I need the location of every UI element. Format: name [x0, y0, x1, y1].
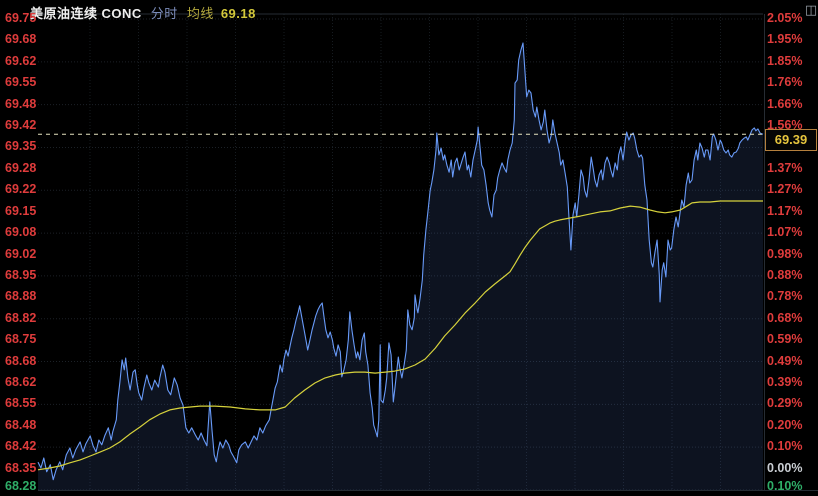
price-axis-label: 68.68: [5, 353, 37, 368]
percent-axis-label: 1.07%: [767, 225, 803, 240]
price-axis-label: 69.55: [5, 75, 37, 90]
price-axis-label: 68.82: [5, 310, 37, 325]
last-price-tag: 69.39: [765, 129, 817, 152]
percent-axis-label: 1.27%: [767, 182, 803, 197]
price-axis-label: 69.42: [5, 118, 37, 133]
percent-axis-label: 0.39%: [767, 374, 803, 389]
percent-axis-label: 0.20%: [767, 417, 803, 432]
price-axis-label: 69.35: [5, 139, 37, 154]
percent-axis-label: 0.59%: [767, 332, 803, 347]
percent-axis-label: 0.00%: [767, 460, 803, 475]
percent-axis-label: 0.29%: [767, 396, 803, 411]
percent-axis-label: 1.37%: [767, 160, 803, 175]
price-axis-label: 68.55: [5, 396, 37, 411]
price-axis-label: 69.22: [5, 182, 37, 197]
price-axis-label: 69.15: [5, 203, 37, 218]
price-axis-label: 68.62: [5, 374, 37, 389]
percent-axis-label: 0.10%: [767, 439, 803, 454]
panel-toggle-icon[interactable]: ◫: [804, 2, 818, 17]
price-axis-label: 69.75: [5, 11, 37, 25]
price-axis-label: 69.62: [5, 53, 37, 68]
price-axis-label: 68.88: [5, 289, 37, 304]
price-axis-label: 68.95: [5, 267, 37, 282]
chart-header: 美原油连续 CONC 分时 均线 69.18: [30, 3, 256, 21]
percent-axis-label: 1.17%: [767, 203, 803, 218]
tab-minute-chart[interactable]: 分时: [150, 6, 178, 21]
percent-axis-label: 0.88%: [767, 267, 803, 282]
percent-axis-label: 1.56%: [767, 118, 803, 133]
ma-label: 均线: [186, 6, 214, 21]
price-axis-label: 69.28: [5, 160, 37, 175]
percent-axis-label: 0.10%: [767, 479, 803, 493]
ma-value: 69.18: [220, 6, 256, 21]
percent-axis-label: 1.66%: [767, 96, 803, 111]
price-axis-label: 68.28: [5, 479, 37, 493]
percent-axis-label: 1.85%: [767, 53, 803, 68]
price-axis-label: 68.75: [5, 332, 37, 347]
percent-axis-label: 2.05%: [767, 11, 803, 25]
price-axis-label: 69.68: [5, 32, 37, 47]
price-axis-label: 68.48: [5, 417, 37, 432]
percent-axis-label: 1.76%: [767, 75, 803, 90]
percent-axis-label: 0.78%: [767, 289, 803, 304]
price-axis-label: 68.42: [5, 439, 37, 454]
price-axis-label: 68.35: [5, 460, 37, 475]
price-axis-label: 69.48: [5, 96, 37, 111]
price-axis-label: 69.08: [5, 225, 37, 240]
percent-axis-label: 0.49%: [767, 353, 803, 368]
last-price-value: 69.39: [774, 132, 808, 148]
percent-axis-label: 0.98%: [767, 246, 803, 261]
symbol-name: 美原油连续: [30, 6, 98, 21]
percent-axis-label: 0.68%: [767, 310, 803, 325]
price-axis-label: 69.02: [5, 246, 37, 261]
percent-axis-label: 1.95%: [767, 32, 803, 47]
symbol-code: CONC: [101, 6, 142, 21]
